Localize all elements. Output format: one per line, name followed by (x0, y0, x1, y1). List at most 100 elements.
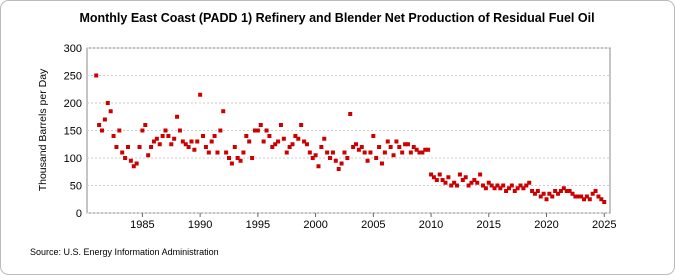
point (553, 189, 558, 193)
point (512, 189, 517, 193)
point (388, 145, 393, 149)
point (602, 200, 607, 204)
point (177, 128, 182, 133)
point (160, 134, 165, 138)
point (354, 142, 359, 147)
point (379, 161, 384, 166)
point (501, 183, 506, 188)
point (247, 139, 252, 144)
point (342, 150, 347, 155)
point (163, 128, 168, 133)
point (293, 134, 298, 138)
point (365, 158, 370, 163)
point (310, 156, 315, 160)
point (440, 178, 445, 182)
point (561, 186, 566, 191)
point (576, 194, 581, 199)
point (515, 186, 520, 191)
point (504, 189, 509, 193)
point (154, 136, 159, 141)
point (325, 150, 330, 155)
y-tick-label: 300 (64, 43, 82, 55)
x-tick-label: 2000 (303, 219, 327, 231)
point (492, 186, 497, 191)
point (336, 167, 341, 171)
point (146, 153, 151, 158)
point (151, 139, 156, 144)
point (273, 142, 278, 147)
point (232, 145, 237, 149)
point (287, 145, 292, 149)
point (368, 150, 373, 155)
point (489, 183, 494, 188)
point (131, 164, 136, 169)
point (175, 114, 180, 119)
point (414, 147, 419, 152)
point (102, 117, 107, 122)
point (284, 150, 289, 155)
point (276, 139, 281, 144)
point (134, 161, 139, 166)
point (452, 180, 457, 185)
point (564, 189, 569, 193)
point (351, 145, 356, 149)
point (596, 194, 601, 199)
point (114, 145, 119, 149)
point (475, 180, 480, 185)
point (304, 142, 309, 147)
point (235, 156, 240, 160)
point (486, 180, 491, 185)
point (296, 136, 301, 141)
point (307, 150, 312, 155)
point (434, 178, 439, 182)
y-axis-label: Thousand Barrels per Day (37, 68, 49, 191)
point (261, 139, 266, 144)
point (362, 150, 367, 155)
point (426, 147, 431, 152)
point (157, 142, 162, 147)
point (255, 128, 260, 133)
point (495, 183, 500, 188)
point (212, 134, 217, 138)
point (506, 186, 511, 191)
point (322, 136, 327, 141)
x-tick-label: 2015 (477, 219, 501, 231)
point (457, 172, 462, 177)
point (579, 194, 584, 199)
point (229, 161, 234, 166)
point (570, 191, 575, 196)
point (169, 142, 174, 147)
x-tick-label: 1990 (188, 219, 212, 231)
point (385, 139, 390, 144)
point (267, 134, 272, 138)
point (443, 180, 448, 185)
point (460, 178, 465, 182)
point (518, 183, 523, 188)
point (538, 194, 543, 199)
point (313, 153, 318, 158)
point (140, 128, 145, 133)
point (400, 150, 405, 155)
point (97, 123, 102, 127)
point (209, 139, 214, 144)
x-tick-label: 1995 (246, 219, 270, 231)
x-tick-label: 2010 (419, 219, 443, 231)
point (100, 128, 105, 133)
point (201, 134, 206, 138)
point (584, 194, 589, 199)
point (123, 156, 128, 160)
y-tick-label: 50 (70, 181, 82, 193)
point (382, 150, 387, 155)
point (281, 136, 286, 141)
point (339, 161, 344, 166)
point (224, 150, 229, 155)
point (524, 183, 529, 188)
y-tick-label: 200 (64, 98, 82, 110)
point (587, 197, 592, 202)
point (94, 73, 99, 78)
point (218, 128, 223, 133)
point (206, 150, 211, 155)
point (573, 194, 578, 199)
source: Source: U.S. Energy Information Administ… (30, 247, 219, 257)
